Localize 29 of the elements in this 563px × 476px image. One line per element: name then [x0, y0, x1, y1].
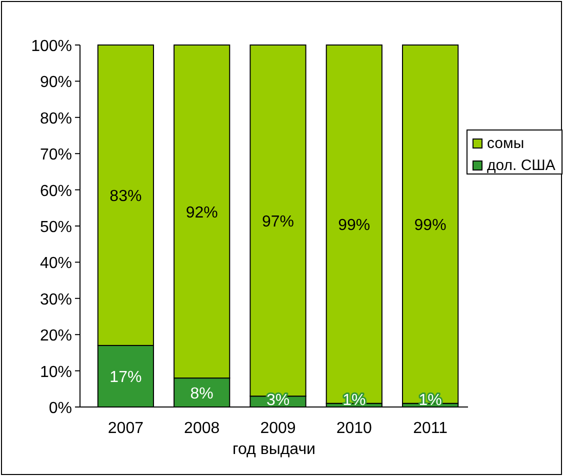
- legend-label: сомы: [487, 135, 524, 152]
- data-label: 99%: [338, 217, 370, 234]
- x-tick-label: 2009: [260, 420, 296, 437]
- legend-label: дол. США: [487, 157, 556, 174]
- x-tick-label: 2008: [184, 420, 220, 437]
- y-tick-label: 100%: [31, 38, 72, 55]
- data-label: 8%: [190, 386, 214, 403]
- data-label: 3%: [266, 392, 290, 409]
- y-tick-label: 20%: [40, 328, 72, 345]
- y-tick-label: 70%: [40, 146, 72, 164]
- y-tick-label: 60%: [40, 182, 72, 200]
- data-label: 97%: [262, 214, 294, 231]
- bar: [326, 44, 382, 404]
- y-tick-label: 40%: [40, 255, 72, 272]
- x-tick-label: 2007: [108, 420, 144, 437]
- x-tick-label: 2010: [336, 420, 372, 437]
- data-label: 99%: [414, 217, 446, 234]
- bar: [402, 44, 459, 404]
- data-label: 83%: [110, 188, 142, 206]
- x-tick-label: 2011: [413, 420, 448, 437]
- y-tick-label: 0%: [48, 400, 72, 417]
- data-label: 17%: [110, 369, 142, 386]
- x-axis-title: год выдачи: [232, 441, 316, 458]
- y-tick-label: 90%: [40, 74, 72, 92]
- y-tick-label: 30%: [40, 291, 72, 308]
- data-label: 92%: [186, 204, 218, 222]
- y-tick-label: 50%: [40, 219, 72, 236]
- y-tick-label: 80%: [40, 110, 72, 128]
- y-tick-label: 10%: [40, 364, 72, 381]
